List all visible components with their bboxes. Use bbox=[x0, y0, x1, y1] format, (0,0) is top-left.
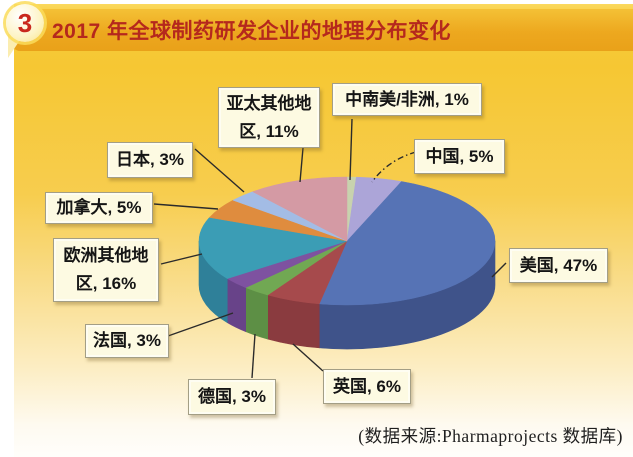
callout-label-japan: 日本, 3% bbox=[107, 142, 193, 178]
callout-label-latam-africa: 中南美/非洲, 1% bbox=[332, 83, 482, 116]
leader-line-日本 bbox=[194, 148, 245, 193]
page-title: 2017 年全球制药研发企业的地理分布变化 bbox=[52, 20, 452, 43]
number-badge: 3 bbox=[6, 4, 44, 42]
callout-label-usa: 美国, 47% bbox=[509, 248, 608, 283]
leader-line-加拿大 bbox=[153, 203, 219, 210]
pie-slice-欧洲其他地区 bbox=[198, 217, 348, 279]
data-source-note: (数据来源:Pharmaprojects 数据库) bbox=[358, 426, 623, 446]
pie-side-德国 bbox=[245, 287, 268, 340]
callout-label-germany: 德国, 3% bbox=[188, 379, 276, 415]
pie-slice-美国 bbox=[318, 181, 496, 306]
badge-number: 3 bbox=[17, 8, 33, 38]
leader-line-美国 bbox=[491, 262, 507, 278]
leader-line-中南美/非洲 bbox=[349, 118, 353, 181]
callout-label-asiapac-other: 亚太其他地 区, 11% bbox=[218, 87, 320, 148]
leader-line-中国 bbox=[371, 151, 417, 183]
callout-label-europe-other: 欧洲其他地 区, 16% bbox=[53, 238, 159, 302]
leader-line-欧洲其他地区 bbox=[160, 253, 203, 265]
callout-label-canada: 加拿大, 5% bbox=[45, 192, 153, 224]
callout-label-france: 法国, 3% bbox=[85, 324, 169, 358]
leader-line-德国 bbox=[251, 333, 256, 379]
leader-line-英国 bbox=[292, 343, 324, 372]
leader-line-法国 bbox=[167, 312, 234, 337]
header-bar: 2017 年全球制药研发企业的地理分布变化 bbox=[12, 9, 633, 51]
callout-label-uk: 英国, 6% bbox=[323, 369, 411, 404]
callout-label-china: 中国, 5% bbox=[414, 139, 505, 174]
leader-line-亚太其他地区 bbox=[299, 147, 304, 183]
pie-slice-亚太其他地区 bbox=[252, 176, 348, 242]
